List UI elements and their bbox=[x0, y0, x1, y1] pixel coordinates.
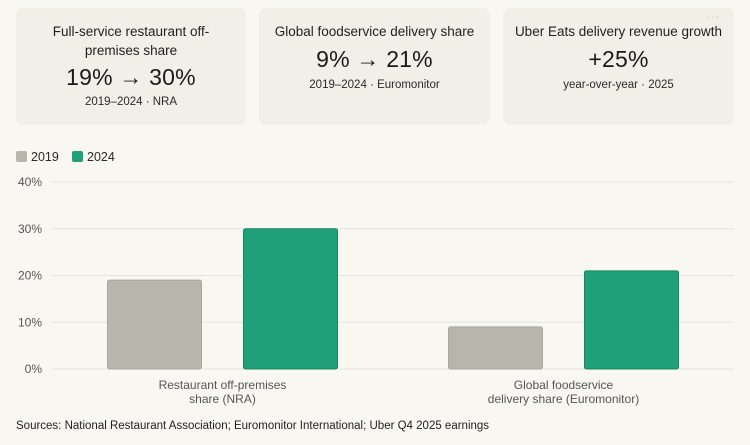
legend-label-2024: 2024 bbox=[87, 150, 115, 164]
bar-2019 bbox=[448, 326, 543, 370]
x-category-label: Global foodservice bbox=[514, 378, 614, 392]
kpi-card-title: Full-service restaurant off-premises sha… bbox=[52, 24, 210, 58]
y-tick-label: 0% bbox=[25, 362, 43, 376]
legend-swatch-2019 bbox=[16, 151, 27, 162]
y-tick-label: 30% bbox=[18, 222, 42, 236]
y-tick-label: 40% bbox=[18, 175, 42, 189]
source-note: Sources: National Restaurant Association… bbox=[16, 420, 490, 432]
kpi-card: ··· Uber Eats delivery revenue growth +2… bbox=[503, 8, 734, 125]
kpi-card-title: Uber Eats delivery revenue growth bbox=[514, 24, 723, 39]
legend-swatch-2024 bbox=[72, 151, 83, 162]
kpi-card-subtitle: year-over-year · 2025 bbox=[563, 79, 674, 91]
bar-2024 bbox=[243, 228, 338, 370]
kpi-card-subtitle: 2019–2024 · NRA bbox=[84, 96, 178, 108]
y-tick-label: 20% bbox=[18, 269, 42, 283]
bar-2019 bbox=[107, 279, 202, 370]
x-category-label: delivery share (Euromonitor) bbox=[488, 392, 639, 406]
x-category-label: Restaurant off-premises bbox=[159, 378, 287, 392]
kpi-card-subtitle: 2019–2024 · Euromonitor bbox=[309, 79, 440, 91]
more-options-icon[interactable]: ··· bbox=[706, 11, 720, 23]
kpi-card: Global foodservice delivery share 9% → 2… bbox=[259, 8, 490, 125]
y-tick-label: 10% bbox=[18, 315, 42, 329]
bar-2024 bbox=[584, 270, 679, 370]
kpi-card-value: 9% → 21% bbox=[316, 46, 433, 72]
bar-chart: 0% 10% 20% 30% 40% Restaurant off-premisessha… bbox=[18, 175, 734, 406]
legend-label-2019: 2019 bbox=[31, 150, 59, 164]
x-category-label: share (NRA) bbox=[189, 392, 256, 406]
kpi-cards: Full-service restaurant off-premises sha… bbox=[16, 8, 734, 125]
kpi-card-value: +25% bbox=[588, 46, 649, 72]
kpi-card-title: Global foodservice delivery share bbox=[274, 24, 475, 39]
kpi-card-value: 19% → 30% bbox=[66, 64, 196, 90]
kpi-card: Full-service restaurant off-premises sha… bbox=[16, 8, 246, 125]
